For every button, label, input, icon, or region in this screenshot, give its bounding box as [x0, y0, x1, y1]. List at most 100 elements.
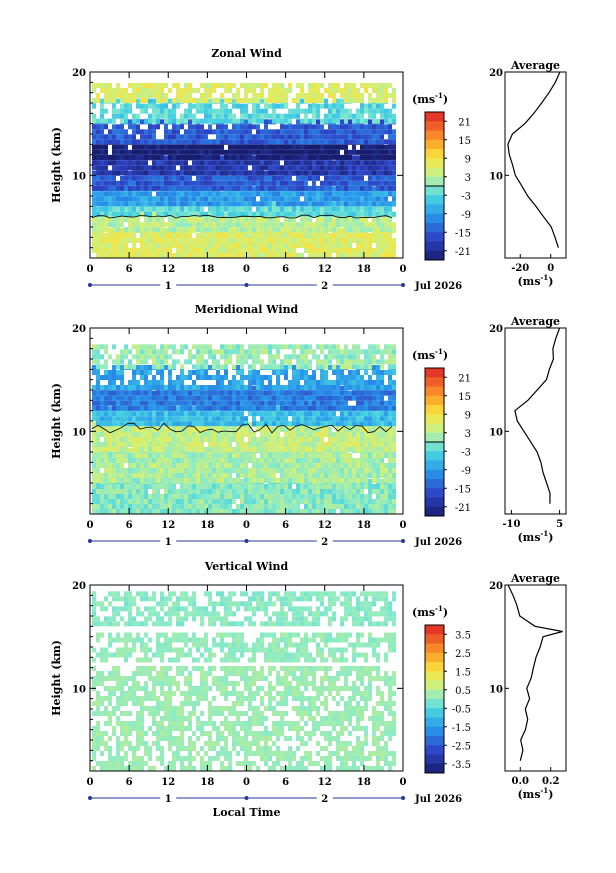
data-cell [248, 442, 252, 447]
data-cell [304, 217, 308, 223]
data-cell [164, 453, 168, 458]
data-cell [304, 149, 308, 155]
data-cell [140, 134, 144, 140]
data-cell [172, 129, 176, 135]
data-cell [144, 103, 148, 109]
data-cell [376, 124, 380, 130]
data-cell [228, 421, 232, 427]
data-cell [152, 175, 156, 181]
data-cell [268, 93, 272, 98]
data-cell [188, 238, 192, 243]
data-cell [304, 243, 308, 248]
data-cell [160, 238, 164, 243]
data-cell [340, 196, 344, 202]
data-cell [152, 196, 156, 202]
data-cell [112, 191, 116, 197]
data-cell [128, 468, 132, 473]
data-cell [200, 499, 204, 504]
data-cell [112, 134, 116, 140]
data-cell [148, 118, 152, 124]
data-cell [332, 499, 336, 504]
data-cell [176, 144, 180, 150]
data-cell [268, 468, 272, 473]
data-cell [280, 180, 284, 186]
data-cell [140, 212, 144, 218]
data-cell [360, 149, 364, 155]
data-cell [284, 206, 288, 212]
data-cell [204, 134, 208, 140]
data-cell [316, 421, 320, 427]
data-cell [120, 437, 124, 442]
data-cell [304, 134, 308, 140]
data-cell [124, 144, 128, 150]
data-cell [132, 238, 136, 243]
data-cell [280, 437, 284, 442]
data-cell [172, 180, 176, 186]
data-cell [192, 191, 196, 197]
data-cell [196, 437, 200, 442]
data-cell [372, 103, 376, 109]
data-cell [332, 88, 336, 93]
data-cell [380, 432, 384, 437]
data-cell [372, 196, 376, 202]
data-cell [268, 134, 272, 140]
data-cell [312, 253, 316, 258]
data-cell [320, 458, 324, 463]
data-cell [316, 468, 320, 473]
data-cell [180, 484, 184, 489]
data-cell [208, 160, 212, 166]
data-cell [156, 238, 160, 243]
data-cell [340, 228, 344, 233]
data-cell [248, 185, 252, 191]
data-cell [100, 411, 104, 417]
data-cell [124, 238, 128, 243]
data-cell [200, 478, 204, 483]
data-cell [188, 243, 192, 248]
data-cell [344, 509, 348, 514]
data-cell [164, 129, 168, 135]
data-cell [284, 170, 288, 176]
data-cell [356, 124, 360, 130]
data-cell [196, 217, 200, 223]
data-cell [320, 139, 324, 145]
data-cell [300, 473, 304, 478]
data-cell [108, 185, 112, 191]
data-cell [204, 139, 208, 145]
data-cell [144, 118, 148, 124]
data-cell [304, 196, 308, 202]
data-cell [292, 206, 296, 212]
data-cell [392, 458, 396, 463]
data-cell [344, 217, 348, 223]
data-cell [144, 243, 148, 248]
data-cell [216, 405, 220, 411]
data-cell [372, 108, 376, 114]
day-marker [88, 283, 92, 287]
data-cell [284, 134, 288, 140]
data-cell [224, 196, 228, 202]
data-cell [172, 411, 176, 417]
data-cell [156, 206, 160, 212]
data-cell [372, 98, 376, 103]
data-cell [336, 453, 340, 458]
data-cell [308, 489, 312, 494]
data-cell [160, 509, 164, 514]
data-cell [112, 118, 116, 124]
data-cell [140, 88, 144, 93]
data-cell [96, 217, 100, 223]
data-cell [292, 227, 296, 233]
data-cell [252, 233, 256, 238]
data-cell [124, 149, 128, 155]
data-cell [316, 248, 320, 253]
data-cell [236, 180, 240, 186]
data-cell [340, 206, 344, 212]
data-cell [128, 494, 132, 499]
data-cell [176, 253, 180, 258]
data-cell [136, 206, 140, 212]
data-cell [164, 421, 168, 427]
data-cell [364, 478, 368, 483]
data-cell [184, 165, 188, 171]
data-cell [276, 442, 280, 447]
data-cell [244, 494, 248, 499]
data-cell [388, 484, 392, 489]
